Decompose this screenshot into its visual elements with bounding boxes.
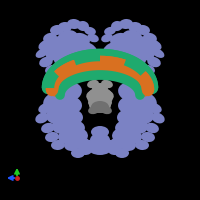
Ellipse shape (54, 53, 74, 67)
Ellipse shape (50, 25, 64, 35)
Ellipse shape (146, 39, 162, 51)
Ellipse shape (146, 103, 162, 113)
Ellipse shape (46, 106, 70, 124)
Ellipse shape (115, 148, 129, 158)
Ellipse shape (104, 47, 128, 67)
Ellipse shape (39, 57, 53, 67)
Ellipse shape (88, 97, 102, 107)
Ellipse shape (136, 25, 150, 35)
Ellipse shape (100, 90, 114, 100)
Ellipse shape (100, 106, 112, 114)
Ellipse shape (130, 106, 154, 124)
Ellipse shape (70, 128, 88, 142)
Ellipse shape (35, 113, 49, 123)
Ellipse shape (71, 148, 85, 158)
Ellipse shape (58, 22, 72, 32)
Ellipse shape (131, 92, 157, 112)
Ellipse shape (78, 145, 92, 155)
Ellipse shape (58, 67, 74, 79)
Ellipse shape (87, 34, 99, 42)
Ellipse shape (101, 34, 113, 42)
Ellipse shape (77, 21, 89, 31)
Ellipse shape (48, 36, 72, 54)
Ellipse shape (133, 44, 155, 60)
Ellipse shape (64, 139, 80, 151)
Ellipse shape (45, 65, 59, 75)
Ellipse shape (126, 67, 142, 79)
Ellipse shape (120, 139, 136, 151)
Ellipse shape (112, 128, 130, 142)
Ellipse shape (101, 80, 113, 88)
Ellipse shape (151, 113, 165, 123)
Ellipse shape (58, 130, 76, 144)
Ellipse shape (128, 22, 142, 32)
Ellipse shape (141, 65, 155, 75)
Ellipse shape (92, 83, 108, 93)
Ellipse shape (103, 140, 117, 150)
Ellipse shape (38, 39, 54, 51)
Ellipse shape (128, 118, 148, 134)
Ellipse shape (152, 48, 164, 58)
Ellipse shape (51, 140, 65, 150)
Ellipse shape (61, 109, 83, 125)
Ellipse shape (52, 118, 72, 134)
Ellipse shape (84, 27, 96, 35)
Ellipse shape (141, 132, 155, 142)
Ellipse shape (100, 140, 116, 150)
Ellipse shape (79, 42, 97, 58)
Ellipse shape (117, 109, 139, 125)
Ellipse shape (126, 53, 146, 67)
Ellipse shape (58, 96, 82, 114)
Ellipse shape (43, 92, 69, 112)
Ellipse shape (124, 130, 142, 144)
Ellipse shape (87, 87, 113, 107)
Ellipse shape (111, 21, 123, 31)
Ellipse shape (117, 61, 135, 73)
Ellipse shape (67, 19, 81, 29)
Ellipse shape (147, 57, 161, 67)
Ellipse shape (45, 44, 67, 60)
Ellipse shape (86, 90, 100, 100)
Ellipse shape (110, 137, 126, 149)
Ellipse shape (91, 126, 109, 138)
Ellipse shape (38, 103, 54, 113)
Ellipse shape (104, 27, 116, 35)
Ellipse shape (83, 140, 97, 150)
Ellipse shape (110, 33, 130, 47)
Ellipse shape (143, 33, 157, 43)
Ellipse shape (122, 30, 142, 44)
Ellipse shape (57, 41, 87, 63)
Ellipse shape (98, 97, 112, 107)
Ellipse shape (115, 120, 135, 134)
Ellipse shape (70, 33, 90, 47)
Ellipse shape (118, 82, 146, 102)
Ellipse shape (88, 141, 112, 155)
Ellipse shape (128, 36, 152, 54)
Ellipse shape (36, 48, 48, 58)
Ellipse shape (72, 47, 96, 67)
Ellipse shape (90, 133, 110, 147)
Ellipse shape (89, 97, 111, 113)
Ellipse shape (91, 101, 109, 113)
Ellipse shape (119, 19, 133, 29)
Ellipse shape (135, 140, 149, 150)
Ellipse shape (84, 140, 100, 150)
Ellipse shape (43, 33, 57, 43)
Ellipse shape (113, 41, 143, 63)
Ellipse shape (74, 137, 90, 149)
Ellipse shape (54, 82, 82, 102)
Ellipse shape (87, 80, 99, 88)
Ellipse shape (65, 120, 85, 134)
Ellipse shape (145, 123, 159, 133)
Ellipse shape (65, 61, 83, 73)
Ellipse shape (58, 30, 78, 44)
Ellipse shape (41, 123, 55, 133)
Ellipse shape (118, 96, 142, 114)
Ellipse shape (103, 42, 121, 58)
Ellipse shape (45, 132, 59, 142)
Ellipse shape (108, 145, 122, 155)
Ellipse shape (88, 106, 100, 114)
